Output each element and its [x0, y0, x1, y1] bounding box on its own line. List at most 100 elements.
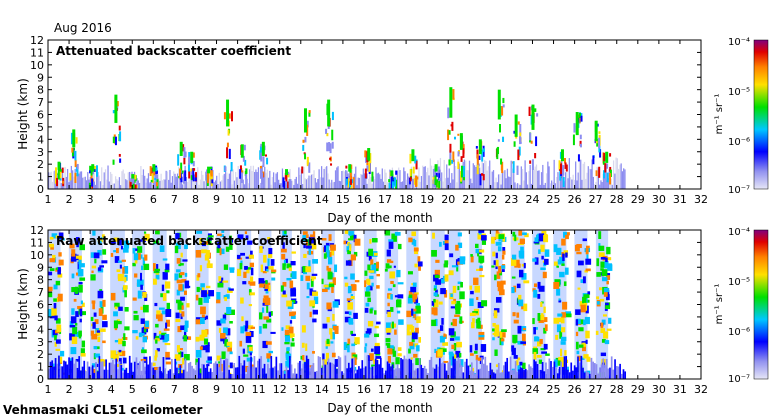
noise-cell: [166, 302, 170, 311]
colorbar-tick-label: 10⁻⁶: [728, 137, 750, 148]
noise-cell: [518, 299, 524, 307]
boundary-layer-cell: [66, 168, 69, 189]
boundary-layer-cell: [527, 184, 529, 189]
cloud-cell: [482, 148, 485, 152]
boundary-layer-cell: [545, 173, 548, 189]
noise-cell: [216, 320, 222, 326]
noise-cell: [585, 305, 589, 314]
boundary-layer-cell: [259, 184, 261, 189]
noise-cell: [176, 269, 181, 273]
cloud-cell: [130, 184, 133, 189]
noise-cell: [183, 335, 188, 342]
cloud-cell: [134, 184, 137, 189]
noise-cell: [515, 360, 519, 366]
cloud-cell: [308, 110, 311, 114]
boundary-layer-cell: [489, 362, 492, 379]
noise-cell: [240, 252, 246, 256]
noise-cell: [366, 286, 371, 290]
cloud-cell: [414, 155, 417, 164]
noise-cell: [198, 297, 203, 305]
boundary-layer-cell: [597, 373, 600, 379]
noise-cell: [180, 325, 185, 331]
boundary-layer-cell: [591, 159, 593, 189]
boundary-layer-cell: [487, 166, 490, 189]
noise-cell: [364, 307, 369, 313]
noise-cell: [92, 301, 95, 310]
x-tick-label: 31: [673, 193, 687, 206]
noise-cell: [143, 231, 147, 234]
noise-cell: [601, 319, 606, 325]
x-tick-label: 4: [108, 193, 115, 206]
noise-cell: [266, 318, 272, 323]
noise-cell: [365, 291, 371, 297]
noise-cell: [97, 336, 101, 342]
cloud-cell: [513, 130, 516, 134]
noise-cell: [608, 317, 612, 324]
cloud-cell: [228, 148, 231, 160]
noise-cell: [452, 318, 457, 327]
noise-cell: [412, 293, 418, 300]
boundary-layer-cell: [184, 358, 187, 379]
noise-cell: [441, 317, 444, 325]
boundary-layer-cell: [506, 357, 509, 379]
cloud-cell: [599, 149, 602, 158]
boundary-layer-cell: [546, 369, 549, 379]
boundary-layer-cell: [265, 172, 267, 189]
noise-cell: [242, 281, 247, 285]
cloud-cell: [89, 165, 92, 174]
noise-cell: [117, 273, 124, 282]
noise-cell: [186, 303, 190, 308]
boundary-layer-cell: [307, 358, 310, 379]
noise-cell: [474, 350, 478, 354]
noise-cell: [285, 325, 290, 330]
boundary-layer-cell: [113, 364, 116, 379]
cloud-cell: [345, 178, 348, 186]
boundary-layer-cell: [192, 368, 195, 379]
boundary-layer-cell: [173, 171, 175, 189]
noise-cell: [494, 274, 497, 281]
noise-cell: [288, 326, 294, 334]
cloud-cell: [391, 181, 394, 189]
boundary-layer-cell: [610, 356, 613, 379]
noise-cell: [574, 367, 579, 373]
boundary-layer-cell: [281, 168, 284, 189]
cloud-cell: [230, 162, 233, 172]
noise-cell: [312, 350, 315, 354]
noise-cell: [80, 353, 86, 357]
noise-cell: [195, 250, 202, 258]
noise-cell: [480, 344, 487, 352]
noise-cell: [132, 248, 136, 254]
boundary-layer-cell: [420, 175, 423, 189]
noise-cell: [206, 364, 210, 367]
boundary-layer-cell: [342, 170, 344, 189]
boundary-layer-cell: [548, 166, 550, 189]
boundary-layer-cell: [213, 363, 215, 379]
cloud-cell: [437, 166, 440, 174]
colorbar-tick-label: 10⁻⁶: [728, 327, 750, 338]
boundary-layer-cell: [295, 373, 298, 379]
boundary-layer-cell: [516, 371, 519, 379]
boundary-layer-cell: [320, 166, 323, 189]
noise-cell: [221, 248, 225, 255]
boundary-layer-cell: [83, 360, 86, 379]
boundary-layer-cell: [513, 369, 515, 379]
noise-cell: [512, 231, 516, 237]
boundary-layer-cell: [386, 182, 388, 189]
noise-cell: [470, 254, 473, 257]
noise-band: [280, 230, 292, 379]
noise-cell: [110, 350, 117, 359]
noise-cell: [512, 312, 516, 317]
cloud-cell: [529, 160, 532, 164]
noise-cell: [142, 257, 146, 266]
boundary-layer-cell: [542, 164, 544, 189]
boundary-layer-cell: [536, 364, 539, 379]
boundary-layer-cell: [174, 358, 177, 379]
noise-cell: [376, 285, 380, 289]
cloud-cell: [91, 178, 94, 187]
noise-cell: [312, 318, 317, 323]
noise-cell: [416, 316, 421, 324]
noise-cell: [174, 245, 179, 254]
noise-cell: [395, 357, 400, 365]
boundary-layer-cell: [53, 171, 55, 189]
noise-cell: [474, 343, 478, 351]
